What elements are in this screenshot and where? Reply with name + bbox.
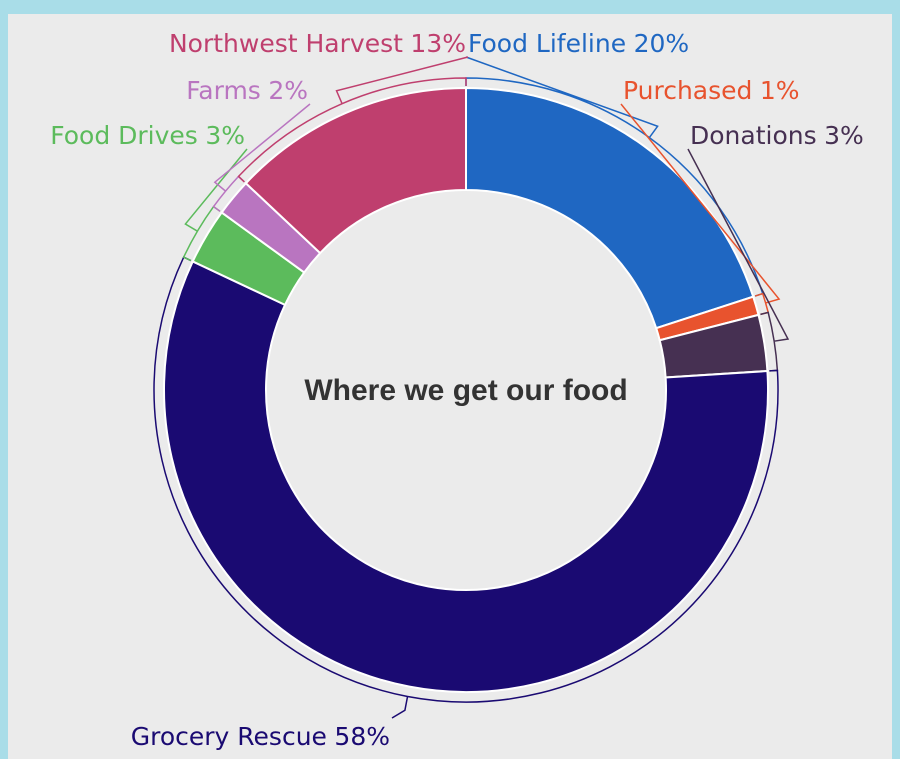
data-label: Donations 3% — [690, 121, 864, 150]
data-label: Food Lifeline 20% — [468, 29, 689, 58]
donut-segment — [163, 260, 769, 693]
data-label: Northwest Harvest 13% — [169, 29, 466, 58]
category-name: Northwest Harvest — [169, 29, 403, 58]
data-label: Food Drives 3% — [50, 121, 245, 150]
value-label: 58% — [334, 722, 390, 751]
category-name: Donations — [690, 121, 817, 150]
data-label: Grocery Rescue 58% — [131, 722, 390, 751]
bracket — [237, 56, 469, 183]
category-name: Grocery Rescue — [131, 722, 327, 751]
value-label: 1% — [760, 76, 800, 105]
value-label: 3% — [205, 121, 245, 150]
category-name: Purchased — [623, 76, 752, 105]
donut-segment — [465, 86, 755, 330]
category-name: Food Lifeline — [468, 29, 626, 58]
bracket — [153, 256, 779, 719]
data-label: Purchased 1% — [623, 76, 800, 105]
value-label: 20% — [634, 29, 690, 58]
bracket — [465, 56, 764, 297]
donut-segment — [244, 86, 467, 255]
value-label: 13% — [410, 29, 466, 58]
value-label: 3% — [824, 121, 864, 150]
chart-title: Where we get our food — [304, 374, 627, 407]
data-label: Farms 2% — [186, 76, 308, 105]
value-label: 2% — [268, 76, 308, 105]
category-name: Farms — [186, 76, 261, 105]
category-name: Food Drives — [50, 121, 198, 150]
